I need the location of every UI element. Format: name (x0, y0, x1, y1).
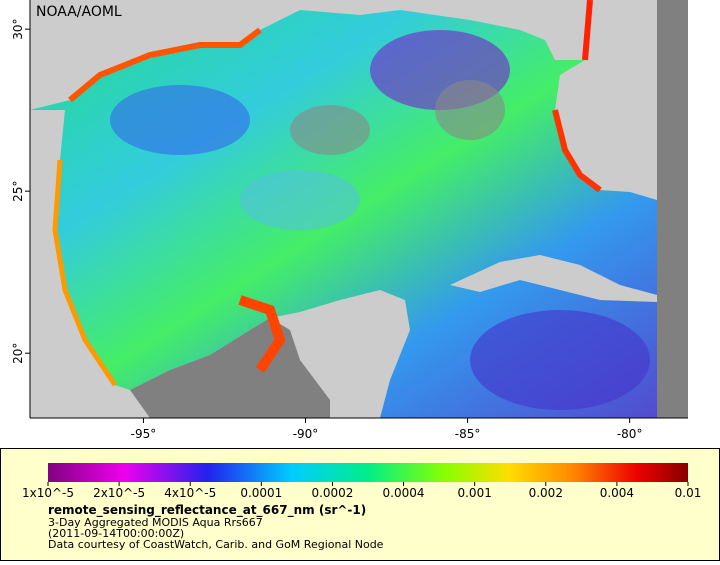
colorbar-tick-label: 0.001 (457, 486, 491, 500)
colorbar-tick-label: 0.01 (675, 486, 702, 500)
colorbar-tick-label: 4x10^-5 (164, 486, 216, 500)
colorbar-tick-label: 1x10^-5 (22, 486, 74, 500)
sea-patch (240, 170, 360, 230)
y-tick-label: 25° (11, 181, 25, 202)
coastal-high (52, 159, 118, 387)
credit: NOAA/AOML (36, 4, 122, 20)
no-data (657, 0, 688, 418)
colorbar-tick-label: 0.002 (529, 486, 563, 500)
colorbar (48, 463, 688, 482)
colorbar-tick-label: 0.0004 (383, 486, 425, 500)
coastal-high (238, 295, 286, 373)
colorbar-tick-label: 2x10^-5 (93, 486, 145, 500)
x-tick-label: -95° (131, 427, 157, 441)
coastal-high (582, 0, 593, 61)
land (30, 0, 590, 110)
land (30, 110, 410, 418)
x-tick-label: -85° (455, 427, 481, 441)
legend-line: Data courtesy of CoastWatch, Carib. and … (48, 538, 384, 551)
sea-patch (110, 85, 250, 155)
land (450, 255, 657, 302)
y-tick-label: 20° (11, 343, 25, 364)
y-tick-label: 30° (11, 19, 25, 40)
colorbar-tick-label: 0.004 (600, 486, 634, 500)
x-tick-label: -80° (617, 427, 643, 441)
coastal-high (552, 109, 602, 193)
coastal-high (68, 27, 262, 103)
map-area: NOAA/AOML (30, 0, 688, 418)
no-data (290, 105, 370, 155)
sea-patch (470, 310, 650, 410)
legend-line: 3-Day Aggregated MODIS Aqua Rrs667 (48, 516, 263, 529)
colorbar-tick-label: 0.0001 (240, 486, 282, 500)
colorbar-tick-label: 0.0002 (311, 486, 353, 500)
no-data (435, 80, 505, 140)
variable-name: remote_sensing_reflectance_at_667_nm (sr… (48, 503, 366, 518)
colorbar-ticks: 1x10^-5 2x10^-5 4x10^-5 0.0001 0.0002 0.0004 0… (22, 482, 701, 500)
axes: -95° -90° -85° -80° 30° 25° 20° (11, 19, 642, 441)
land (555, 0, 657, 200)
legend-line: (2011-09-14T00:00:00Z) (48, 527, 184, 540)
x-tick-label: -90° (293, 427, 319, 441)
